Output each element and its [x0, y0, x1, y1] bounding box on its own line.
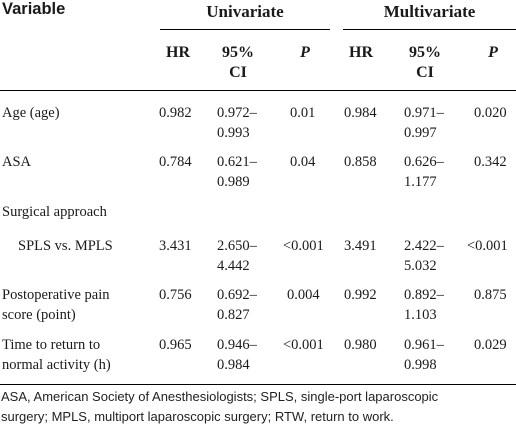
multi-hr-value: 3.491 — [344, 238, 377, 254]
uni-ci-value: 0.989 — [217, 174, 250, 190]
uni-hr-value: 0.982 — [159, 105, 192, 121]
multi-ci-value: 0.971– — [404, 105, 444, 121]
multi-ci-value: 0.626– — [404, 154, 444, 170]
uni-hr-value: 0.784 — [159, 154, 192, 170]
uni-ci-value: 2.650– — [217, 238, 257, 254]
uni-ci-value: 0.972– — [217, 105, 257, 121]
uni-hr-header: HR — [166, 44, 190, 61]
row-section-label: Surgical approach — [2, 204, 107, 220]
uni-ci-value: 0.946– — [217, 337, 257, 353]
footnote-line: ASA, American Society of Anesthesiologis… — [1, 389, 439, 404]
multi-hr-value: 0.980 — [344, 337, 377, 353]
multi-hr-header: HR — [349, 44, 373, 61]
multi-p-value: 0.029 — [474, 337, 507, 353]
multi-ci-value: 5.032 — [404, 258, 437, 274]
uni-ci-header-line1: 95% — [222, 44, 254, 61]
uni-ci-value: 0.621– — [217, 154, 257, 170]
multi-ci-value: 1.103 — [404, 307, 437, 323]
table-bottom-rule — [0, 384, 516, 385]
uni-p-value: 0.004 — [287, 287, 320, 303]
multivariate-group-header: Multivariate — [383, 2, 476, 21]
multi-hr-value: 0.992 — [344, 287, 377, 303]
row-variable: score (point) — [2, 307, 76, 323]
multi-p-value: 0.342 — [474, 154, 507, 170]
row-variable: ASA — [2, 154, 32, 170]
uni-p-value: 0.04 — [290, 154, 316, 170]
uni-ci-value: 0.984 — [217, 357, 250, 373]
uni-ci-value: 0.692– — [217, 287, 257, 303]
uni-hr-value: 0.965 — [159, 337, 192, 353]
uni-p-value: <0.001 — [283, 238, 324, 254]
multi-ci-value: 0.997 — [404, 125, 437, 141]
multi-ci-header-line2: CI — [416, 64, 434, 81]
row-variable: SPLS vs. MPLS — [18, 238, 113, 254]
header-bottom-rule — [0, 90, 516, 91]
uni-hr-value: 0.756 — [159, 287, 192, 303]
multi-ci-value: 1.177 — [404, 174, 437, 190]
multi-p-value: <0.001 — [467, 238, 508, 254]
footnote-line: surgery; MPLS, multiport laparoscopic su… — [1, 409, 394, 424]
multi-hr-value: 0.858 — [344, 154, 377, 170]
multi-ci-value: 2.422– — [404, 238, 444, 254]
multi-ci-value: 0.961– — [404, 337, 444, 353]
uni-p-value: <0.001 — [283, 337, 324, 353]
uni-ci-value: 0.993 — [217, 125, 250, 141]
uni-p-header: P — [300, 44, 310, 61]
row-variable: normal activity (h) — [2, 357, 111, 373]
multi-p-header: P — [488, 44, 498, 61]
uni-hr-value: 3.431 — [159, 238, 192, 254]
multi-ci-header-line1: 95% — [409, 44, 441, 61]
variable-column-header: Variable — [2, 0, 66, 18]
univariate-group-header: Univariate — [206, 2, 284, 21]
multi-hr-value: 0.984 — [344, 105, 377, 121]
univariate-header-underline — [160, 29, 330, 30]
multi-p-value: 0.875 — [474, 287, 507, 303]
row-variable: Age (age) — [2, 105, 60, 121]
multivariate-header-underline — [343, 29, 516, 30]
multi-ci-value: 0.998 — [404, 357, 437, 373]
uni-ci-header-line2: CI — [229, 64, 247, 81]
row-variable: Time to return to — [2, 337, 101, 353]
uni-p-value: 0.01 — [290, 105, 316, 121]
multi-ci-value: 0.892– — [404, 287, 444, 303]
row-variable: Postoperative pain — [2, 287, 110, 303]
uni-ci-value: 4.442 — [217, 258, 250, 274]
uni-ci-value: 0.827 — [217, 307, 250, 323]
multi-p-value: 0.020 — [474, 105, 507, 121]
